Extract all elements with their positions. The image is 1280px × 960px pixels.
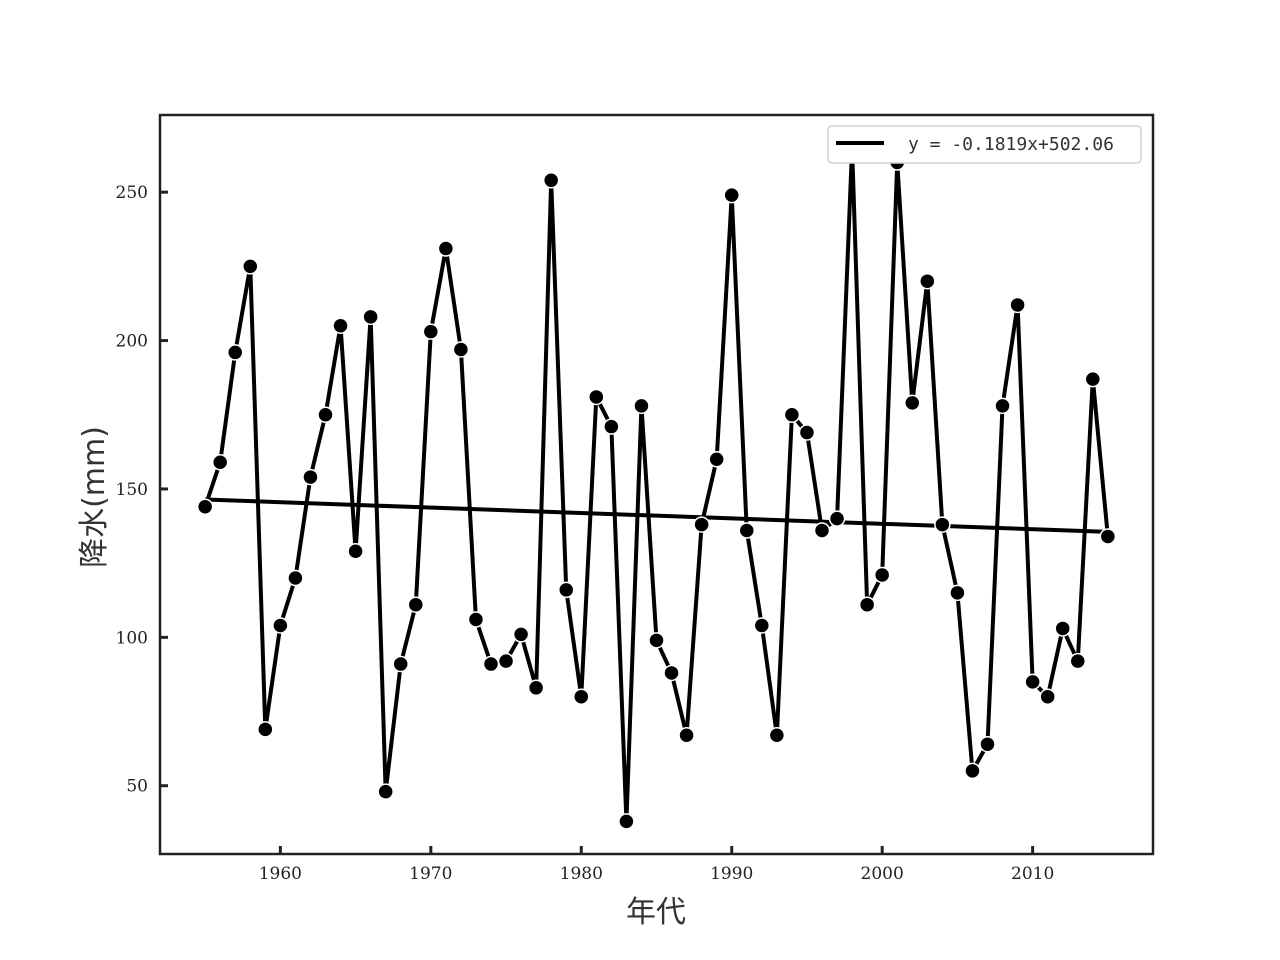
data-point-1983 xyxy=(618,813,635,830)
data-point-1957 xyxy=(226,344,244,361)
data-point-2007 xyxy=(979,735,996,753)
y-tick-label-150: 150 xyxy=(116,480,148,500)
data-point-1970 xyxy=(422,323,440,340)
data-point-1974 xyxy=(482,655,500,673)
y-tick-label-250: 250 xyxy=(116,183,148,203)
data-point-1992 xyxy=(753,617,771,634)
data-point-2000 xyxy=(873,566,891,584)
legend: y = -0.1819x+502.06 xyxy=(827,125,1142,164)
y-tick-label-100: 100 xyxy=(116,628,148,648)
data-point-1989 xyxy=(708,451,725,468)
data-point-1981 xyxy=(588,388,605,406)
data-point-1988 xyxy=(693,516,710,533)
trend-layer xyxy=(205,497,1108,534)
data-point-1968 xyxy=(392,655,409,673)
data-point-2012 xyxy=(1054,620,1071,637)
data-point-1962 xyxy=(302,468,319,486)
data-point-1963 xyxy=(317,406,334,424)
x-tick-label-2010: 2010 xyxy=(1011,864,1054,884)
data-point-1976 xyxy=(512,626,530,643)
data-point-1985 xyxy=(648,632,665,649)
legend-box xyxy=(827,125,1142,164)
y-tick-label-50: 50 xyxy=(126,777,148,797)
trend-line xyxy=(205,497,1108,534)
data-point-1990 xyxy=(723,186,740,204)
data-point-1969 xyxy=(407,596,425,613)
data-point-2005 xyxy=(949,584,966,602)
data-point-1994 xyxy=(783,406,801,424)
data-point-2010 xyxy=(1024,673,1041,691)
data-point-1955 xyxy=(196,498,214,516)
data-point-1966 xyxy=(362,308,379,326)
data-point-2015 xyxy=(1099,528,1117,545)
x-axis-label: 年代 xyxy=(626,895,686,930)
data-point-1991 xyxy=(738,522,756,539)
data-point-1975 xyxy=(497,652,515,670)
x-tick-label-1960: 1960 xyxy=(259,864,302,884)
data-point-1972 xyxy=(452,341,470,358)
y-axis-label: 降水(mm) xyxy=(77,426,112,568)
data-point-1996 xyxy=(813,522,831,539)
data-point-2008 xyxy=(994,397,1011,415)
legend-entry-trend: y = -0.1819x+502.06 xyxy=(908,134,1114,155)
data-point-1964 xyxy=(332,317,349,334)
data-point-2004 xyxy=(934,516,951,533)
data-point-1978 xyxy=(542,172,560,189)
data-point-1980 xyxy=(573,688,590,705)
data-point-1984 xyxy=(633,397,650,415)
data-point-1995 xyxy=(798,424,816,441)
data-point-1993 xyxy=(768,727,786,744)
data-point-1967 xyxy=(377,783,394,800)
data-point-1987 xyxy=(678,727,695,744)
data-point-1960 xyxy=(272,617,289,634)
data-point-1958 xyxy=(242,258,259,275)
data-point-1997 xyxy=(828,510,846,527)
series-layer xyxy=(196,139,1117,830)
x-tick-label-1970: 1970 xyxy=(409,864,452,884)
data-point-2003 xyxy=(919,272,936,290)
data-point-2013 xyxy=(1069,652,1087,670)
data-point-1999 xyxy=(858,596,876,613)
data-point-1971 xyxy=(437,240,455,257)
x-tick-label-2000: 2000 xyxy=(861,864,904,884)
data-point-2014 xyxy=(1084,370,1102,388)
plot-frame xyxy=(158,113,1155,856)
data-point-1973 xyxy=(467,611,485,628)
x-tick-label-1990: 1990 xyxy=(710,864,753,884)
data-point-1959 xyxy=(257,721,274,738)
x-tick-label-1980: 1980 xyxy=(560,864,603,884)
data-point-1986 xyxy=(663,664,680,682)
data-point-1979 xyxy=(557,581,575,599)
data-point-2011 xyxy=(1039,688,1056,705)
data-point-2009 xyxy=(1009,296,1026,314)
data-point-1965 xyxy=(347,543,364,560)
data-point-1961 xyxy=(287,569,304,587)
axis-ticks: 1960 1970 1980 1990 2000 2010 50 100 150 200 250 xyxy=(116,183,1055,884)
data-point-1982 xyxy=(603,418,620,435)
data-point-1956 xyxy=(211,453,229,471)
y-tick-label-200: 200 xyxy=(116,332,148,352)
data-point-2006 xyxy=(964,762,981,780)
data-point-1977 xyxy=(527,679,545,697)
data-point-2002 xyxy=(904,394,921,412)
